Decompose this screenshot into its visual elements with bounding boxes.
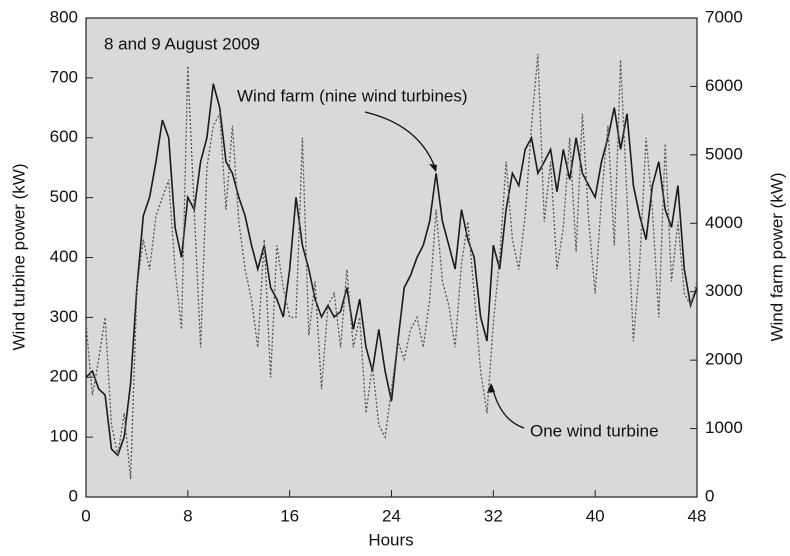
y-tick-label: 100 xyxy=(50,427,78,446)
y2-tick-label: 0 xyxy=(705,486,714,505)
plot-area xyxy=(85,17,698,498)
x-tick-label: 0 xyxy=(81,506,90,525)
y-tick-label: 800 xyxy=(50,7,78,26)
x-tick-label: 8 xyxy=(183,506,192,525)
x-axis-label: Hours xyxy=(368,530,413,549)
y-tick-label: 200 xyxy=(50,367,78,386)
y-tick-label: 500 xyxy=(50,187,78,206)
chart-title: 8 and 9 August 2009 xyxy=(104,34,260,53)
series-line xyxy=(85,53,698,480)
y2-tick-label: 1000 xyxy=(705,418,743,437)
y-tick-label: 0 xyxy=(69,486,78,505)
y2-tick-label: 7000 xyxy=(705,7,743,26)
y2-tick-label: 4000 xyxy=(705,213,743,232)
y2-tick-label: 2000 xyxy=(705,350,743,369)
annotation-arrow xyxy=(364,111,437,171)
y2-tick-label: 6000 xyxy=(705,76,743,95)
y-axis-label: Wind turbine power (kW) xyxy=(9,163,28,350)
y2-tick-label: 5000 xyxy=(705,144,743,163)
x-tick-label: 40 xyxy=(586,506,605,525)
x-tick-label: 32 xyxy=(484,506,503,525)
arrow-head xyxy=(487,383,495,393)
arrow-head xyxy=(429,164,437,172)
y-tick-label: 600 xyxy=(50,127,78,146)
annotation: One wind turbine xyxy=(530,421,659,440)
y-tick-label: 700 xyxy=(50,67,78,86)
y-tick-label: 400 xyxy=(50,247,78,266)
x-tick-label: 48 xyxy=(688,506,707,525)
x-tick-label: 24 xyxy=(382,506,401,525)
annotation: Wind farm (nine wind turbines) xyxy=(237,86,468,105)
y2-axis-label: Wind farm power (kW) xyxy=(767,172,786,341)
y2-tick-label: 3000 xyxy=(705,281,743,300)
x-tick-label: 16 xyxy=(280,506,299,525)
series-line xyxy=(85,83,698,457)
y-tick-label: 300 xyxy=(50,307,78,326)
